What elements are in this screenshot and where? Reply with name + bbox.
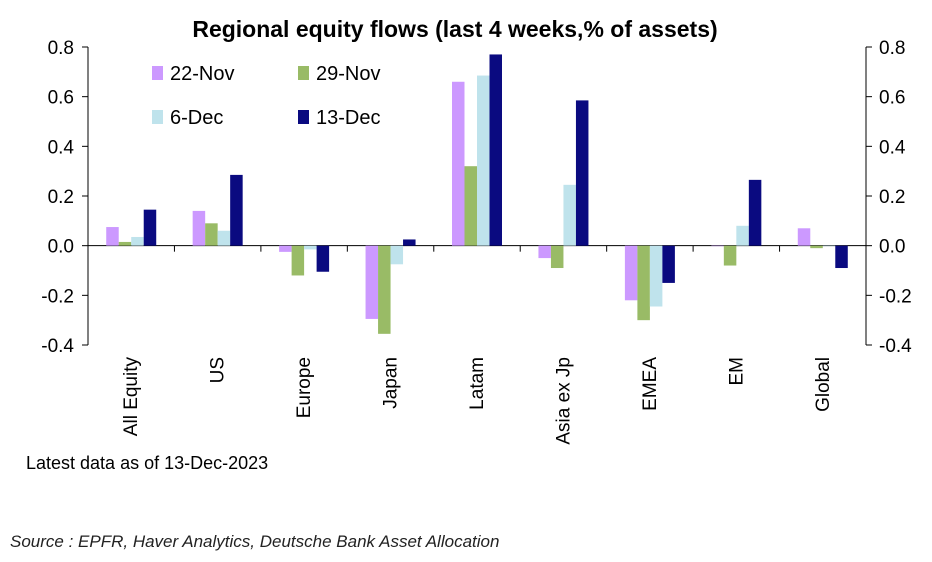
category-label: Europe: [294, 357, 315, 418]
category-label: EMEA: [640, 357, 661, 411]
chart-title: Regional equity flows (last 4 weeks,% of…: [192, 16, 717, 42]
legend-swatch: [152, 66, 163, 80]
bar: [489, 54, 502, 246]
bar: [106, 227, 119, 246]
category-label: EM: [726, 357, 747, 386]
bar: [205, 223, 218, 246]
bar: [291, 245, 305, 276]
bar: [378, 245, 391, 334]
bar: [477, 75, 490, 246]
left-tick-label: 0.6: [48, 88, 74, 109]
bar: [143, 209, 157, 246]
bar: [723, 245, 737, 266]
category-label: All Equity: [121, 357, 142, 437]
bar: [316, 245, 330, 272]
bar: [835, 245, 848, 269]
bar: [637, 245, 650, 321]
category-label: US: [208, 357, 229, 383]
bars: [106, 54, 848, 334]
legend-label: 22-Nov: [170, 63, 234, 85]
bar: [810, 245, 823, 249]
source-note: Source : EPFR, Haver Analytics, Deutsche…: [10, 532, 500, 551]
axes: 0.8 0.8 0.6 0.6 0.4 0.4 0.2 0.2 0.0 0.0 -0.2 -0.2 -0…: [41, 38, 912, 357]
bar: [464, 166, 477, 246]
left-tick-label: 0.0: [48, 237, 74, 258]
right-tick-label: 0.8: [879, 38, 905, 59]
bar: [118, 241, 132, 246]
bar: [452, 81, 465, 246]
legend-swatch: [152, 110, 163, 124]
right-tick-label: 0.6: [879, 88, 905, 109]
right-tick-label: 0.4: [879, 137, 906, 158]
bar: [797, 228, 811, 246]
bar: [192, 210, 206, 246]
bar: [711, 245, 724, 247]
bar: [624, 245, 638, 301]
left-tick-label: -0.4: [41, 336, 74, 357]
legend-label: 6-Dec: [170, 107, 223, 129]
legend-label: 29-Nov: [316, 63, 380, 85]
bar: [575, 100, 589, 246]
right-tick-label: 0.0: [879, 237, 905, 258]
bar: [538, 245, 551, 259]
bar: [279, 245, 292, 252]
bar: [563, 184, 576, 246]
category-label: Asia ex Jp: [553, 357, 574, 445]
right-tick-label: -0.2: [879, 286, 912, 307]
left-tick-label: 0.4: [48, 137, 75, 158]
bar: [649, 245, 663, 307]
left-tick-label: -0.2: [41, 286, 74, 307]
bar: [390, 245, 404, 265]
legend: 22-Nov 29-Nov 6-Dec 13-Dec: [152, 63, 380, 129]
bar: [304, 245, 317, 250]
category-label: Japan: [381, 357, 402, 409]
left-tick-label: 0.8: [48, 38, 74, 59]
bar: [550, 245, 564, 269]
legend-swatch: [298, 66, 309, 80]
bar: [365, 245, 379, 319]
bar: [217, 230, 231, 246]
legend-swatch: [298, 110, 309, 124]
bar: [748, 179, 762, 246]
bar: [736, 225, 749, 246]
bar: [403, 239, 416, 246]
category-labels: All Equity US Europe Japan Latam Asia ex Jp EM…: [121, 357, 834, 445]
category-label: Latam: [467, 357, 488, 410]
bar: [230, 174, 243, 246]
legend-label: 13-Dec: [316, 107, 380, 129]
bar: [662, 245, 675, 283]
equity-flows-chart: Regional equity flows (last 4 weeks,% of…: [41, 16, 912, 445]
category-label: Global: [813, 357, 834, 412]
bar: [822, 245, 836, 247]
bar: [131, 236, 144, 246]
left-tick-label: 0.2: [48, 187, 74, 208]
data-date-note: Latest data as of 13-Dec-2023: [26, 453, 269, 473]
right-tick-label: -0.4: [879, 336, 912, 357]
right-tick-label: 0.2: [879, 187, 905, 208]
